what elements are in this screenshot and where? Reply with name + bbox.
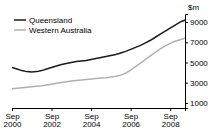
tick-label: Sep2004 xyxy=(83,112,101,130)
tick-label: Sep2000 xyxy=(4,112,22,130)
tick-label: Sep2002 xyxy=(43,112,61,130)
tick: 7000 xyxy=(185,38,208,47)
line xyxy=(12,20,185,72)
tick-label: Sep2008 xyxy=(162,112,180,130)
line xyxy=(12,38,185,89)
legend: QueenslandWestern Australia xyxy=(14,16,92,35)
tick-mark xyxy=(185,63,188,64)
tick: 1000 xyxy=(185,99,208,108)
x-axis: Sep2000 Sep2002 Sep2004 Sep2006 Sep2008 xyxy=(4,108,186,129)
legend-item: Western Australia xyxy=(14,26,92,35)
legend-swatch xyxy=(14,29,26,31)
tick: Sep2000 xyxy=(4,108,22,129)
tick-mark xyxy=(185,22,188,23)
tick: 3000 xyxy=(185,79,208,88)
lines xyxy=(12,20,185,89)
tick-mark xyxy=(91,108,92,111)
legend-label: Western Australia xyxy=(29,26,92,35)
plot: Sep2000 Sep2002 Sep2004 Sep2006 Sep2008 1000 3… xyxy=(4,15,209,130)
tick-label: 7000 xyxy=(190,38,208,47)
tick: Sep2006 xyxy=(122,108,140,129)
tick-mark xyxy=(185,42,188,43)
axis-line xyxy=(13,109,186,112)
axis-title: $m xyxy=(188,3,199,12)
tick: 9000 xyxy=(185,18,208,27)
tick-mark xyxy=(170,108,171,111)
legend-item: Queensland xyxy=(14,16,72,25)
legend-label: Queensland xyxy=(29,16,72,25)
tick-mark xyxy=(185,83,188,84)
tick-mark xyxy=(131,108,132,111)
tick-label: 1000 xyxy=(190,99,208,108)
tick-label: 5000 xyxy=(190,59,208,68)
tick: Sep2004 xyxy=(83,108,101,129)
tick: 5000 xyxy=(185,59,208,68)
tick-label: Sep2006 xyxy=(122,112,140,130)
tick: Sep2008 xyxy=(162,108,180,129)
tick-mark xyxy=(12,108,13,111)
legend-swatch xyxy=(14,19,26,21)
tick-mark xyxy=(52,108,53,111)
tick-label: 9000 xyxy=(190,18,208,27)
chart: Sep2000 Sep2002 Sep2004 Sep2006 Sep2008 1000 3… xyxy=(0,0,215,132)
tick: Sep2002 xyxy=(43,108,61,129)
y-axis: 1000 3000 5000 7000 9000 xyxy=(185,15,208,109)
axis-line xyxy=(186,15,189,109)
tick-mark xyxy=(185,103,188,104)
tick-label: 3000 xyxy=(190,79,208,88)
